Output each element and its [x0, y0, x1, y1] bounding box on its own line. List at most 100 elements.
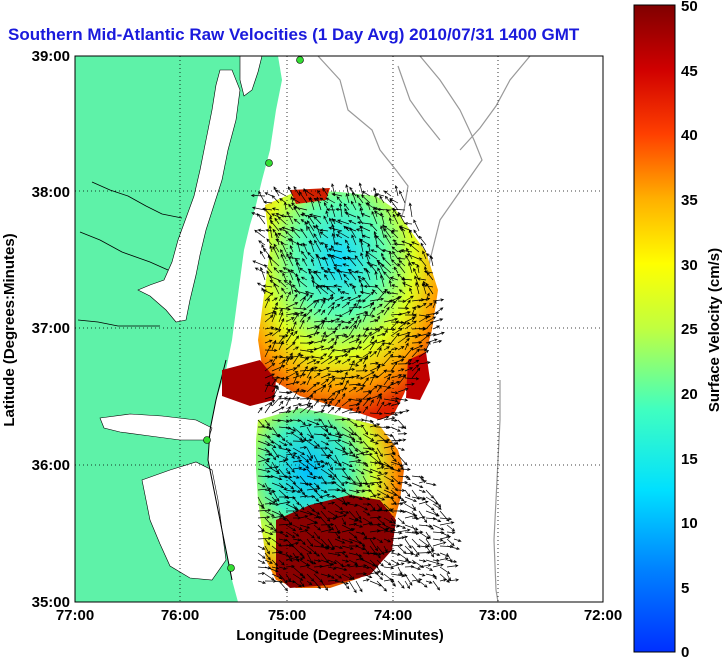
velocity-arrow [271, 376, 281, 380]
velocity-arrow [299, 573, 306, 579]
velocity-arrow [376, 303, 383, 309]
velocity-arrow [257, 552, 266, 559]
velocity-arrow [383, 466, 394, 470]
velocity-arrow [355, 440, 364, 444]
velocity-arrow [274, 232, 280, 246]
velocity-arrow [306, 433, 315, 439]
velocity-arrow [293, 206, 301, 218]
velocity-arrow [411, 348, 420, 358]
velocity-arrow [371, 289, 378, 295]
velocity-arrow [327, 317, 341, 323]
velocity-arrow [432, 517, 442, 522]
velocity-arrow [344, 207, 350, 218]
station-marker [203, 436, 211, 444]
x-tick-label: 74:00 [374, 607, 412, 624]
velocity-arrow [348, 302, 357, 316]
velocity-arrow [327, 426, 338, 430]
velocity-arrow [331, 219, 343, 225]
velocity-arrow [397, 345, 405, 351]
velocity-arrow [369, 552, 382, 556]
velocity-arrow [375, 244, 385, 253]
velocity-arrow [348, 426, 357, 436]
velocity-arrow [362, 468, 374, 474]
velocity-arrow [362, 475, 370, 489]
velocity-arrow [280, 249, 287, 260]
velocity-arrow [357, 275, 364, 281]
velocity-arrow [251, 206, 266, 211]
velocity-arrow [285, 291, 291, 302]
velocity-arrow [327, 341, 337, 351]
velocity-arrow [374, 193, 378, 204]
velocity-arrow [355, 517, 363, 523]
velocity-arrow [285, 564, 295, 569]
velocity-arrow [418, 334, 430, 344]
velocity-arrow [376, 573, 384, 581]
velocity-arrow [402, 276, 406, 288]
velocity-arrow [292, 496, 300, 506]
velocity-arrow [432, 573, 437, 580]
velocity-arrow [432, 510, 440, 517]
velocity-arrow [285, 440, 293, 446]
velocity-arrow [306, 366, 314, 379]
station-marker [296, 56, 304, 64]
velocity-arrow [362, 396, 371, 407]
velocity-arrow [341, 358, 351, 365]
plot-frame [74, 55, 604, 603]
velocity-arrow [263, 200, 273, 204]
velocity-arrow [264, 501, 273, 506]
velocity-arrow [333, 284, 343, 288]
velocity-arrow [383, 346, 390, 351]
velocity-arrow [341, 528, 356, 533]
velocity-arrow [307, 251, 315, 260]
velocity-arrow [334, 387, 348, 393]
velocity-arrow [391, 229, 399, 233]
velocity-arrow [292, 573, 304, 581]
velocity-arrow [439, 578, 448, 582]
velocity-arrow [261, 287, 266, 295]
velocity-arrow [369, 480, 383, 484]
velocity-arrow [264, 531, 274, 536]
velocity-arrow [358, 182, 364, 197]
velocity-arrow [327, 330, 337, 337]
velocity-arrow [390, 482, 399, 492]
velocity-arrow [347, 269, 357, 274]
velocity-arrow [362, 565, 371, 570]
velocity-arrow [257, 457, 271, 463]
velocity-arrow [271, 454, 277, 461]
velocity-arrow [411, 333, 422, 337]
velocity-arrow [338, 202, 343, 218]
velocity-arrow [397, 387, 409, 393]
velocity-arrow [268, 256, 280, 267]
velocity-arrow [306, 559, 317, 565]
velocity-arrow [425, 253, 434, 260]
velocity-arrow [383, 412, 399, 417]
velocity-arrow [271, 440, 282, 448]
velocity-arrow [274, 217, 280, 225]
velocity-arrow [362, 363, 367, 372]
velocity-arrow [271, 514, 284, 519]
velocity-arrow [288, 279, 294, 295]
velocity-arrow [386, 291, 399, 295]
velocity-arrow [299, 515, 309, 519]
velocity-vectors [250, 182, 462, 594]
velocity-arrow [320, 545, 330, 550]
velocity-arrow [397, 361, 412, 366]
velocity-arrow [389, 276, 399, 281]
velocity-arrow [334, 360, 342, 365]
velocity-arrow [369, 411, 383, 416]
velocity-arrow [320, 461, 329, 465]
velocity-arrow [348, 320, 358, 330]
velocity-arrow [285, 452, 298, 456]
velocity-arrow [411, 545, 420, 556]
velocity-arrow [271, 311, 277, 323]
velocity-arrow [404, 221, 413, 226]
velocity-arrow [341, 349, 351, 358]
velocity-arrow [425, 482, 437, 487]
velocity-arrow [397, 447, 405, 451]
y-tick-label: 39:00 [32, 48, 70, 65]
velocity-arrow [348, 305, 363, 309]
velocity-arrow [397, 262, 406, 274]
velocity-arrow [285, 328, 291, 337]
velocity-arrow [334, 550, 347, 555]
velocity-arrow [286, 252, 294, 267]
